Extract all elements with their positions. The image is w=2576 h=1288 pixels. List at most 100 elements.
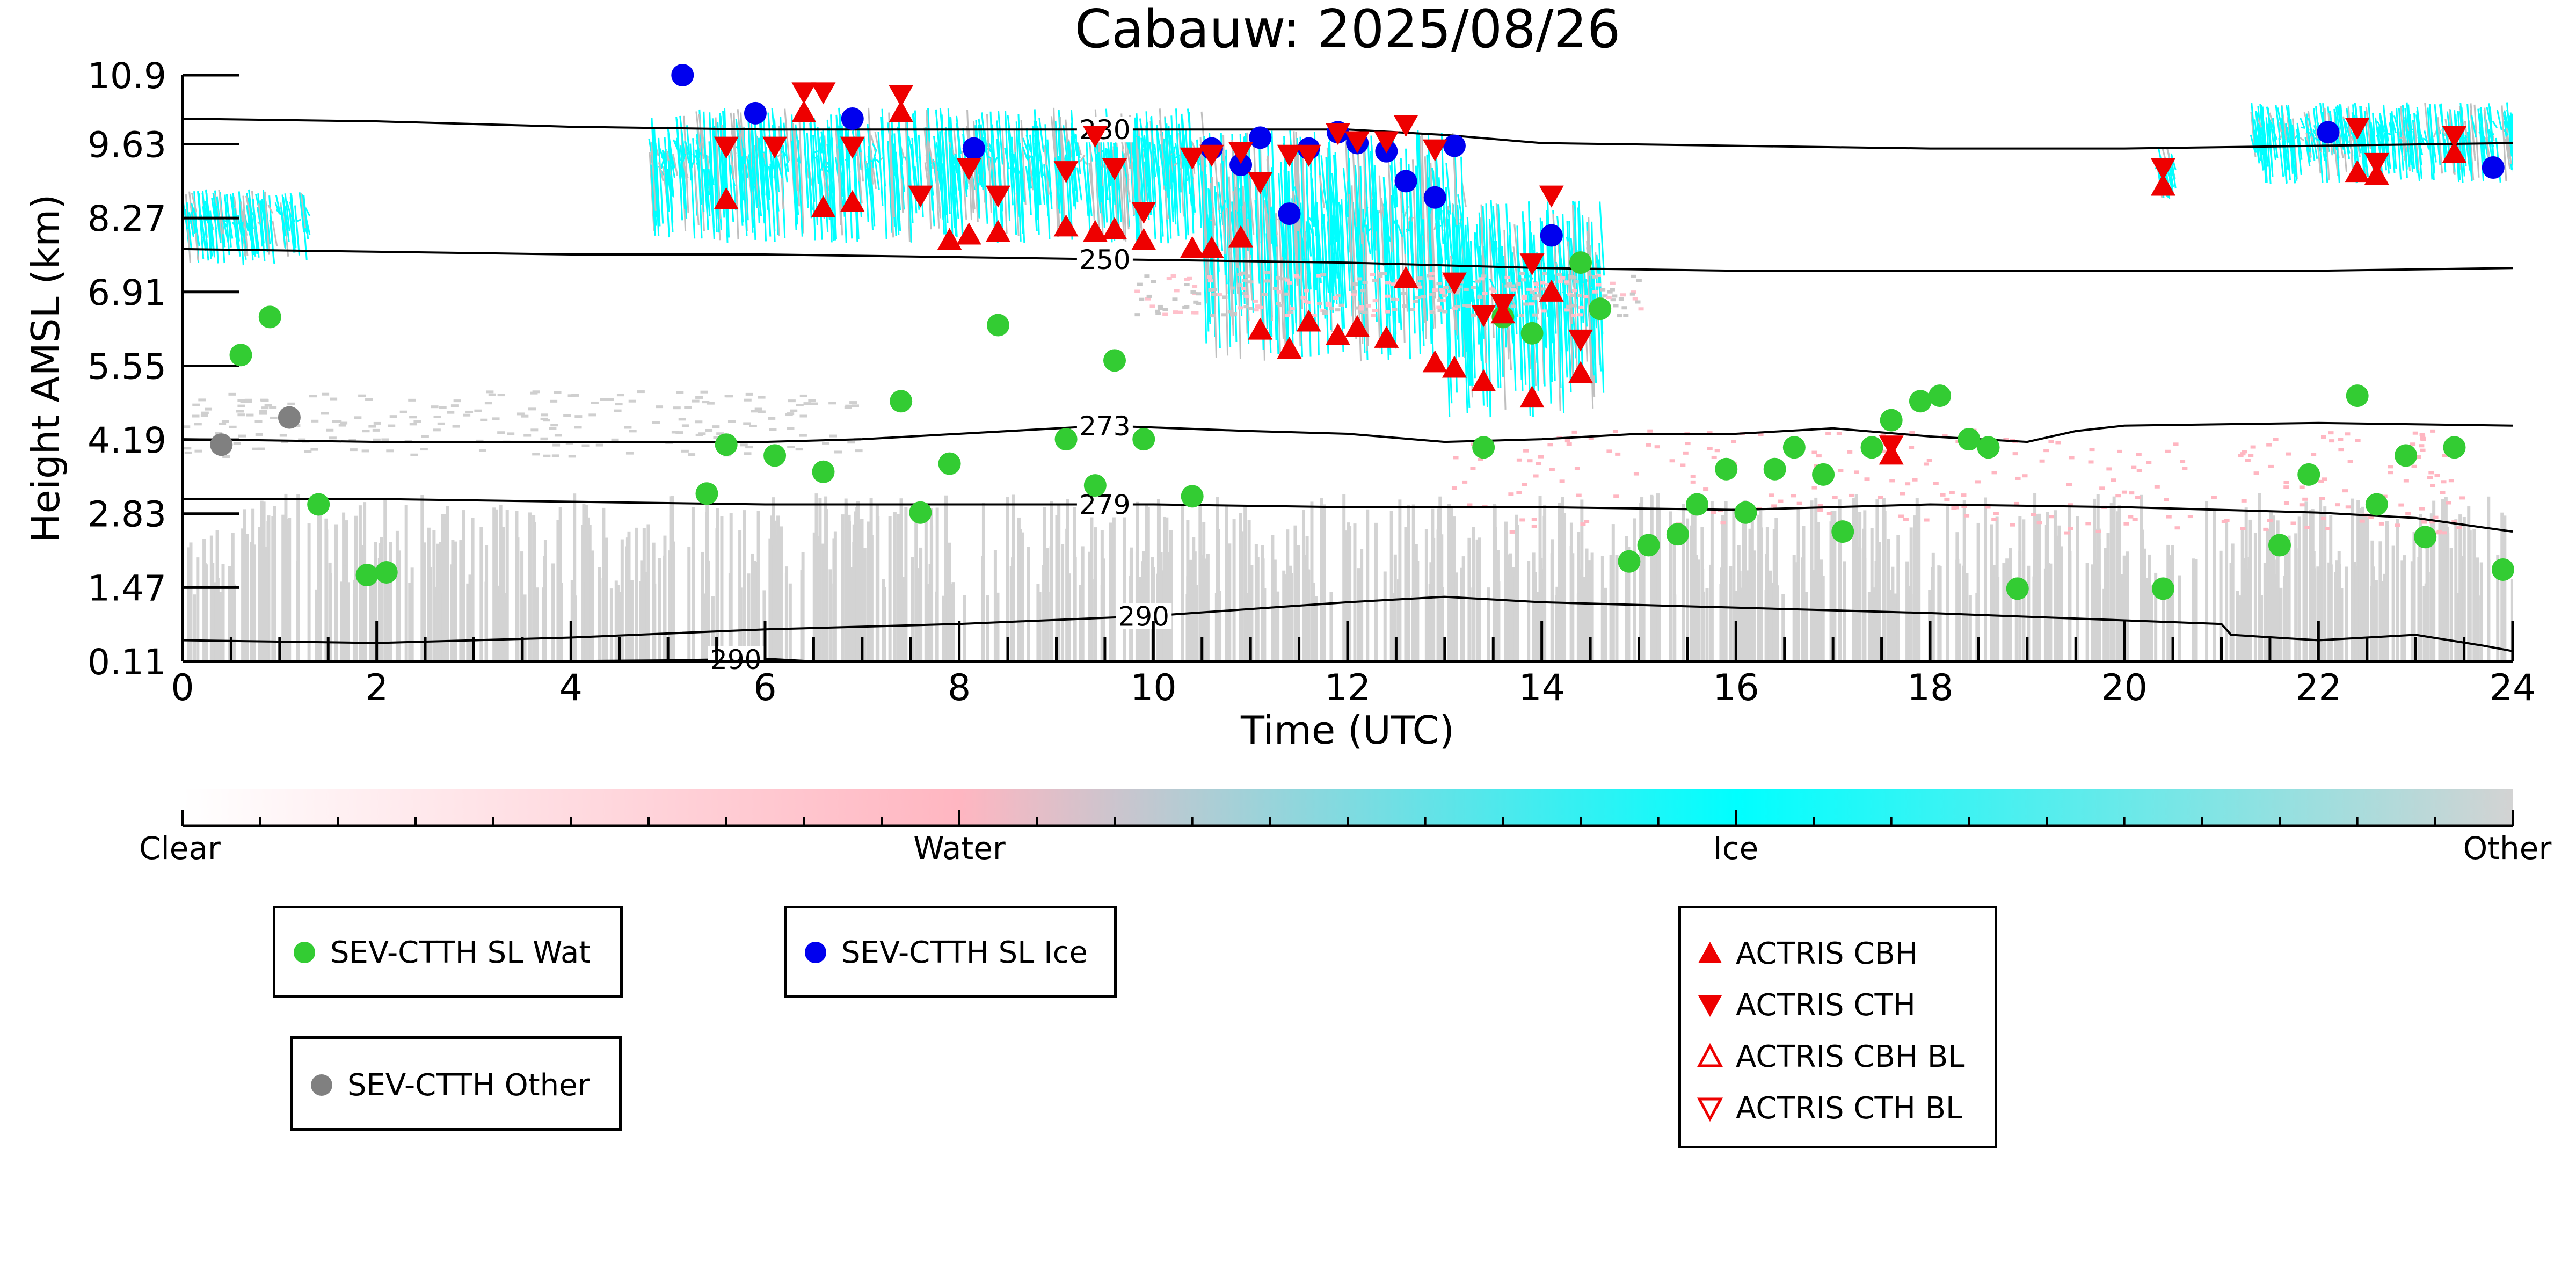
water-patch — [1588, 436, 1594, 440]
ice-streak — [907, 135, 914, 158]
echo-column — [1247, 520, 1251, 661]
ice-streak — [1365, 224, 1371, 254]
echo-column — [1038, 592, 1042, 661]
water-patch — [2442, 454, 2448, 457]
data-point — [1053, 214, 1079, 237]
ice-streak — [1231, 201, 1238, 305]
echo-column — [2335, 560, 2339, 661]
ice-streak — [2338, 130, 2344, 158]
echo-column — [855, 507, 859, 661]
water-patch — [2420, 438, 2426, 441]
ice-streak — [680, 145, 686, 209]
echo-column — [471, 518, 475, 661]
echo-patch — [681, 449, 689, 453]
water-patch — [2338, 448, 2344, 452]
echo-patch — [1532, 313, 1538, 317]
echo-patch — [1438, 309, 1444, 312]
water-patch — [2055, 441, 2061, 445]
echo-patch — [530, 428, 539, 432]
ice-streak — [2390, 114, 2397, 133]
ice-streak — [1571, 292, 1577, 359]
echo-column — [1467, 537, 1471, 661]
echo-patch — [1507, 282, 1512, 286]
echo-column — [468, 574, 472, 661]
water-patch — [1942, 434, 1948, 438]
ice-streak — [1247, 219, 1253, 301]
ice-streak — [1282, 226, 1288, 341]
ice-streak — [2167, 168, 2173, 190]
ice-streak — [1258, 130, 1264, 350]
water-patch — [1564, 439, 1570, 443]
water-patch — [2441, 531, 2447, 535]
echo-patch — [1336, 294, 1342, 297]
echo-column — [1393, 554, 1397, 661]
echo-patch — [1290, 307, 1296, 311]
ice-streak — [1218, 181, 1224, 225]
echo-patch — [1564, 308, 1570, 312]
echo-patch — [1151, 280, 1156, 283]
echo-patch — [1462, 303, 1468, 307]
echo-column — [2253, 533, 2257, 661]
echo-patch — [1286, 281, 1292, 285]
echo-column — [1346, 548, 1350, 661]
echo-column — [1389, 511, 1393, 661]
echo-patch — [409, 416, 417, 419]
ice-streak — [754, 122, 760, 203]
echo-patch — [1284, 314, 1290, 317]
water-patch — [1467, 503, 1473, 507]
echo-patch — [1191, 311, 1197, 315]
ice-streak — [1312, 229, 1318, 290]
x-tick-label: 20 — [2101, 667, 2148, 709]
echo-patch — [1456, 285, 1462, 289]
echo-column — [1968, 595, 1972, 661]
data-point — [1471, 305, 1496, 328]
echo-column — [2458, 514, 2462, 661]
echo-column — [318, 505, 322, 661]
echo-column — [1067, 573, 1071, 661]
echo-patch — [1212, 288, 1218, 292]
echo-column — [1232, 519, 1236, 661]
ice-streak — [2324, 108, 2330, 181]
water-patch — [2146, 461, 2152, 464]
water-patch — [1606, 449, 1612, 453]
echo-patch — [1629, 292, 1635, 296]
echo-column — [2510, 579, 2513, 661]
ice-streak — [224, 194, 230, 256]
echo-column — [1497, 581, 1501, 661]
echo-patch — [259, 410, 267, 413]
ice-streak — [188, 212, 195, 238]
ice-streak — [1082, 157, 1089, 201]
echo-patch — [480, 418, 488, 421]
y-tick-label: 5.55 — [88, 346, 166, 387]
data-point — [1394, 170, 1417, 193]
water-patch — [2347, 460, 2353, 463]
echo-patch — [1293, 274, 1299, 278]
ice-streak — [1305, 221, 1312, 290]
echo-column — [2329, 564, 2333, 661]
water-patch — [1771, 504, 1777, 508]
ice-streak — [1319, 174, 1325, 208]
echo-patch — [1529, 302, 1534, 306]
ice-streak — [887, 141, 893, 233]
ice-streak — [262, 189, 268, 253]
ice-streak — [1098, 152, 1104, 217]
echo-patch — [221, 420, 229, 423]
echo-column — [818, 498, 822, 661]
data-point — [1618, 550, 1641, 573]
ice-streak — [2389, 112, 2396, 173]
echo-column — [1487, 587, 1490, 661]
ice-streak — [1370, 150, 1376, 226]
echo-patch — [413, 420, 421, 423]
echo-patch — [799, 434, 807, 437]
water-patch — [2446, 501, 2451, 505]
ice-streak — [1053, 157, 1060, 209]
ice-streak — [904, 111, 911, 242]
ice-streak — [737, 109, 743, 157]
ice-streak — [817, 127, 823, 240]
echo-column — [397, 550, 401, 661]
echo-patch — [1253, 308, 1259, 312]
echo-patch — [1427, 274, 1432, 278]
echo-patch — [1569, 275, 1575, 279]
water-patch — [2342, 489, 2348, 493]
water-patch — [2395, 523, 2400, 527]
